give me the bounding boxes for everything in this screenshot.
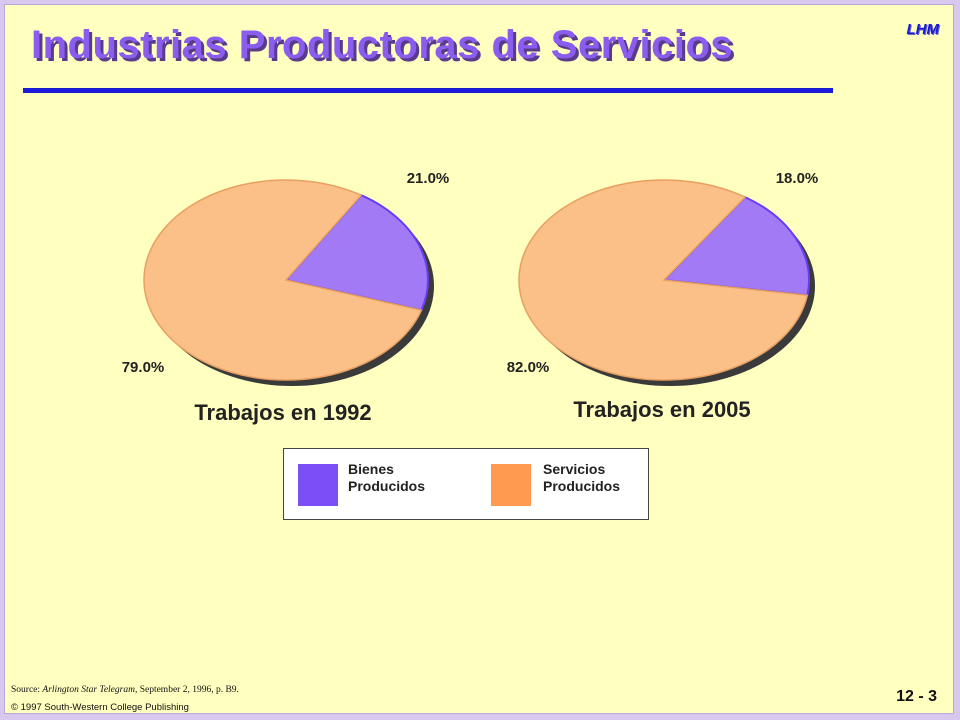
pie-0-label-bienes: 21.0% [407, 170, 450, 187]
pie-0-label-servicios: 79.0% [122, 359, 165, 376]
source-label: Source: [11, 685, 43, 695]
legend-swatch-servicios [491, 464, 531, 506]
source-details: , September 2, 1996, p. B9. [134, 685, 239, 695]
pie-0-title: Trabajos en 1992 [194, 400, 371, 425]
pie-1-slice-servicios [518, 179, 809, 381]
slide-title: Industrias Productoras de Servicios [31, 23, 734, 67]
legend-label-bienes: Bienes Producidos [348, 461, 426, 494]
pie-0-slice-bienes [284, 193, 429, 312]
page-number: 12 - 3 [896, 688, 937, 705]
legend: Bienes Producidos Servicios Producidos [283, 448, 649, 520]
source-note: Source: Arlington Star Telegram, Septemb… [11, 685, 239, 695]
pie-1-label-servicios: 82.0% [507, 359, 550, 376]
legend-label-servicios: Servicios Producidos [543, 461, 621, 494]
title-underline [23, 88, 833, 93]
source-publication: Arlington Star Telegram [42, 685, 135, 695]
pie-1-label-bienes: 18.0% [776, 170, 819, 187]
pie-1-title: Trabajos en 2005 [573, 397, 750, 422]
pie-0-slice-servicios [143, 179, 423, 381]
legend-swatch-bienes [298, 464, 338, 506]
pie-1-slice-bienes [661, 195, 810, 297]
author-tag: LHM [906, 21, 940, 38]
copyright-note: © 1997 South-Western College Publishing [11, 702, 189, 713]
slide: Industrias Productoras de Servicios LHM … [4, 4, 954, 714]
